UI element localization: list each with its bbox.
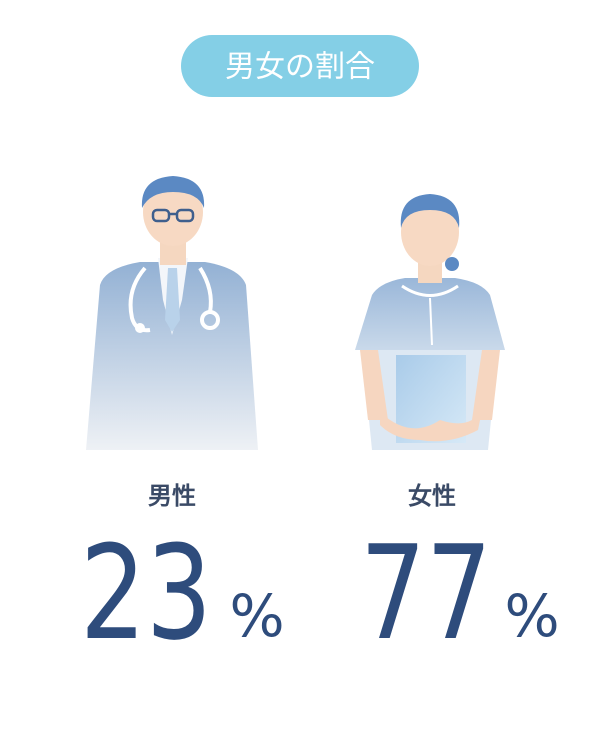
title: 男女の割合	[225, 50, 375, 85]
item-unit: %	[504, 582, 559, 650]
title-pill	[181, 35, 419, 97]
item-value: 77	[360, 517, 492, 669]
item-value: 23	[80, 517, 212, 669]
item-label: 男性	[148, 482, 196, 510]
nurse-illustration	[355, 194, 505, 450]
item-label: 女性	[408, 482, 456, 510]
item-unit: %	[229, 582, 284, 650]
doctor-illustration	[86, 176, 258, 450]
